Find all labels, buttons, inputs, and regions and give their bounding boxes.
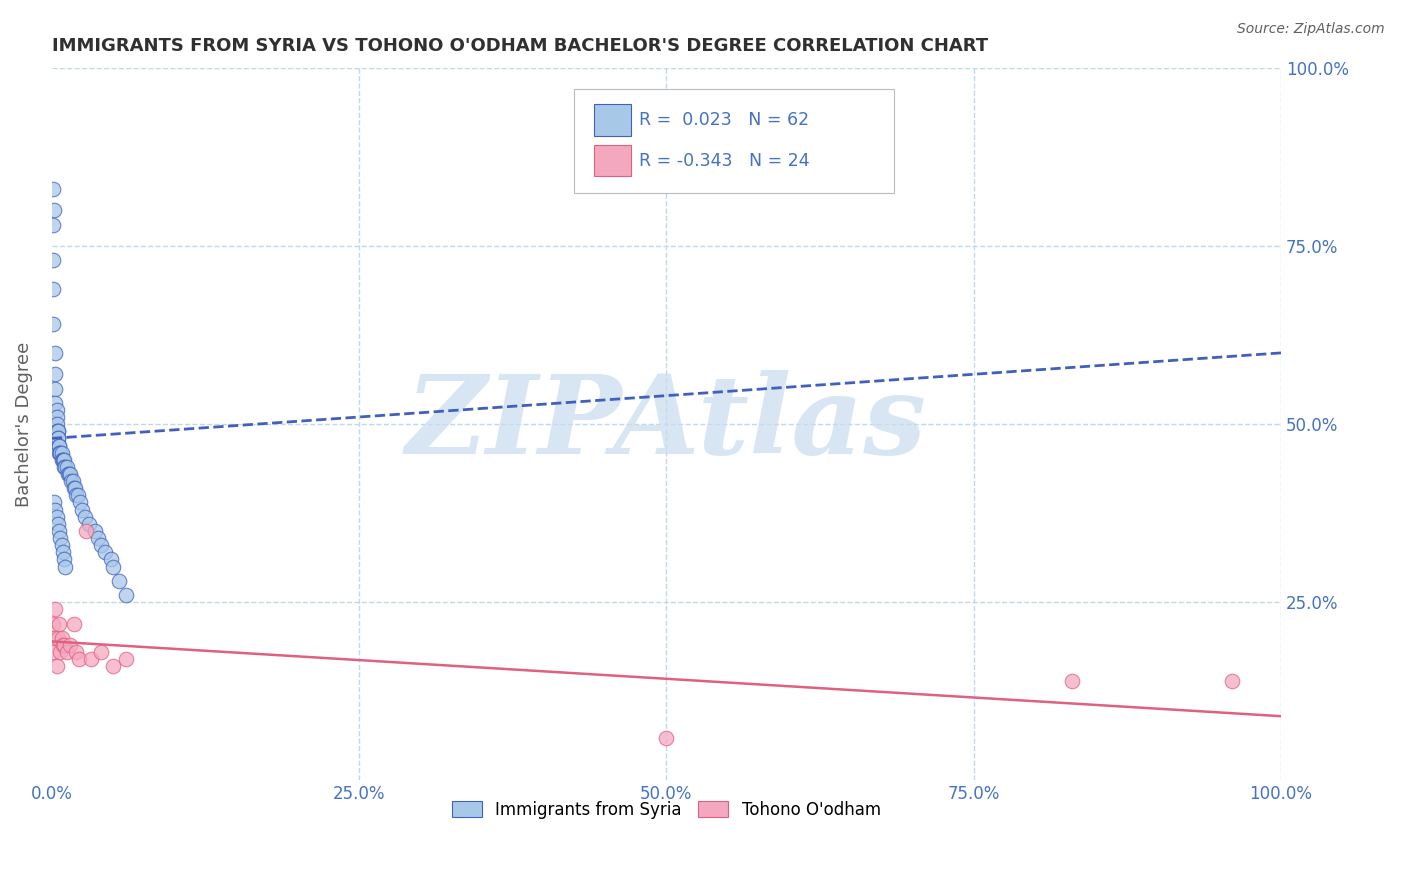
Point [55,645,77,659]
Point [72,502,94,516]
Point [83,524,105,538]
Legend: Immigrants from Syria, Tohono O'odham: Immigrants from Syria, Tohono O'odham [446,794,887,825]
Point [51,445,73,459]
Point [42,218,65,232]
Point [42,182,65,196]
Point [63,481,86,495]
Point [59,638,82,652]
Point [100,552,122,566]
Point [44,368,66,382]
Point [44,602,66,616]
Point [62,474,84,488]
Point [66,488,89,502]
Point [1220,673,1243,688]
Point [108,574,131,588]
Text: R = -0.343   N = 24: R = -0.343 N = 24 [640,152,810,169]
Text: R =  0.023   N = 62: R = 0.023 N = 62 [640,111,810,129]
Point [73,509,96,524]
Point [44,495,66,509]
Point [53,559,76,574]
Point [65,645,87,659]
Point [44,502,66,516]
Y-axis label: Bachelor's Degree: Bachelor's Degree [15,342,32,507]
Point [53,452,76,467]
Point [48,438,70,452]
Point [58,467,80,481]
Point [42,282,65,296]
Point [655,731,678,745]
Point [44,396,66,410]
Point [46,424,69,438]
Point [46,516,69,531]
Point [45,410,67,425]
Point [53,552,76,566]
Point [114,652,136,666]
Point [80,652,103,666]
Point [67,652,90,666]
Point [60,474,83,488]
Point [69,495,91,509]
Point [49,531,72,545]
Point [63,616,86,631]
FancyBboxPatch shape [593,104,631,136]
Point [51,538,73,552]
Point [42,318,65,332]
Text: ZIPAtlas: ZIPAtlas [406,370,927,478]
Point [65,488,87,502]
Point [48,616,70,631]
Point [45,417,67,431]
Point [48,524,70,538]
Point [53,459,76,474]
Point [44,382,66,396]
Point [103,559,125,574]
Point [75,524,97,538]
Point [45,403,67,417]
Point [55,459,77,474]
Point [46,431,69,445]
Point [44,203,66,218]
Text: Source: ZipAtlas.com: Source: ZipAtlas.com [1237,22,1385,37]
Point [46,431,69,445]
Point [44,346,66,360]
Point [46,424,69,438]
Point [42,645,65,659]
Point [90,645,112,659]
Point [49,445,72,459]
Point [90,538,112,552]
Point [103,659,125,673]
Point [52,452,75,467]
Point [42,616,65,631]
Point [45,424,67,438]
Point [48,438,70,452]
Point [52,638,75,652]
Point [77,516,100,531]
Point [51,631,73,645]
Point [53,638,76,652]
Point [1060,673,1083,688]
Point [52,545,75,559]
FancyBboxPatch shape [574,89,894,193]
Point [51,452,73,467]
FancyBboxPatch shape [593,145,631,177]
Point [59,467,82,481]
Point [45,659,67,673]
Point [56,467,79,481]
Point [42,253,65,268]
Point [46,631,69,645]
Point [48,445,70,459]
Point [45,509,67,524]
Point [63,481,86,495]
Point [49,645,72,659]
Point [114,588,136,602]
Text: IMMIGRANTS FROM SYRIA VS TOHONO O'ODHAM BACHELOR'S DEGREE CORRELATION CHART: IMMIGRANTS FROM SYRIA VS TOHONO O'ODHAM … [52,37,988,55]
Point [93,545,115,559]
Point [87,531,110,545]
Point [52,452,75,467]
Point [49,445,72,459]
Point [44,631,66,645]
Point [53,459,76,474]
